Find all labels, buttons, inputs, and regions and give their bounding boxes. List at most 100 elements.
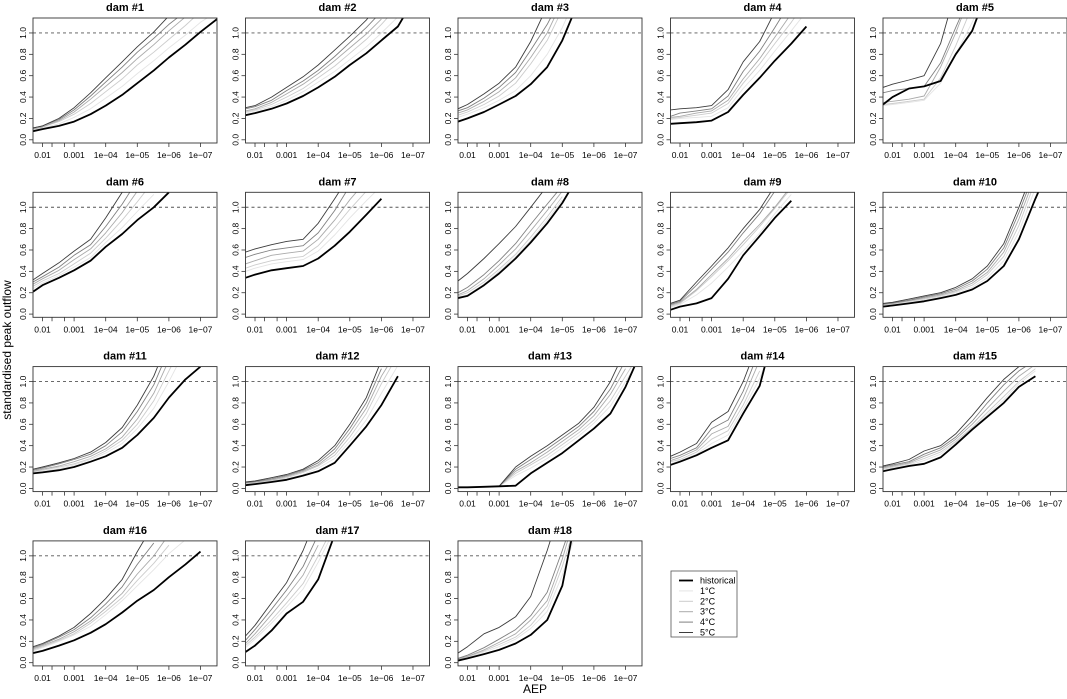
plot-frame [457, 366, 643, 493]
panel-title: dam #2 [319, 2, 357, 14]
series-line-1c [245, 540, 330, 649]
series-line-1c [245, 18, 398, 114]
x-tick-label: 0.01 [34, 673, 51, 683]
panel-dam-7: dam #7 0.0 0.2 0.4 0.6 0.8 1.0 0.01 0.001 1e−04 1e… [231, 176, 430, 334]
x-tick-label: 0.001 [913, 150, 935, 160]
y-tick-label: 0.6 [868, 70, 878, 82]
x-tick-label: 1e−05 [975, 150, 999, 160]
x-tick-label: 0.001 [63, 324, 85, 334]
y-tick-label: 0.2 [656, 112, 666, 124]
y-tick-label: 0.8 [231, 222, 241, 234]
panel-title: dam #7 [319, 176, 357, 188]
series-line-historical [245, 540, 334, 653]
panel-dam-14: dam #14 0.0 0.2 0.4 0.6 0.8 1.0 0.01 0.001 1e−04 1… [656, 351, 855, 509]
x-tick-label: 1e−07 [401, 150, 425, 160]
y-tick-label: 0.2 [443, 287, 453, 299]
x-axis-label: AEP [523, 682, 547, 696]
panel-title: dam #10 [953, 176, 997, 188]
plot-frame [457, 191, 643, 318]
y-tick-label: 0.0 [231, 134, 241, 146]
x-tick-label: 1e−07 [189, 673, 213, 683]
x-tick-label: 1e−06 [794, 499, 818, 509]
x-tick-label: 0.01 [672, 150, 689, 160]
series-group [458, 540, 574, 662]
x-tick-label: 1e−07 [189, 499, 213, 509]
series-line-3c [33, 540, 165, 650]
x-tick-label: 1e−07 [614, 673, 638, 683]
y-tick-label: 0.2 [18, 635, 28, 647]
plot-frame [457, 540, 643, 667]
x-tick-label: 1e−04 [519, 150, 543, 160]
x-tick-label: 1e−07 [401, 673, 425, 683]
x-tick-label: 1e−04 [94, 673, 118, 683]
x-tick-label: 1e−04 [94, 324, 118, 334]
series-line-3c [33, 366, 167, 472]
series-line-1c [245, 192, 376, 272]
y-tick-label: 0.0 [18, 657, 28, 669]
series-line-5c [245, 366, 380, 483]
y-tick-label: 0.0 [18, 134, 28, 146]
y-tick-label: 0.4 [868, 91, 878, 103]
series-line-2c [670, 18, 795, 119]
series-line-historical [33, 366, 202, 475]
series-line-historical [458, 540, 573, 662]
x-tick-label: 0.001 [276, 499, 298, 509]
x-tick-label: 1e−05 [763, 324, 787, 334]
x-tick-label: 1e−04 [731, 324, 755, 334]
panel-dam-5: dam #5 0.0 0.2 0.4 0.6 0.8 1.0 0.01 0.001 1e−04 1e… [868, 2, 1067, 160]
y-tick-label: 0.2 [443, 112, 453, 124]
series-line-4c [883, 192, 1028, 305]
y-tick-label: 1.0 [868, 201, 878, 213]
panel-dam-10: dam #10 0.0 0.2 0.4 0.6 0.8 1.0 0.01 0.001 1e−04 1… [868, 176, 1067, 334]
panel-title: dam #18 [528, 525, 572, 537]
y-tick-label: 1.0 [18, 375, 28, 387]
y-tick-label: 1.0 [443, 201, 453, 213]
x-tick-label: 1e−06 [157, 150, 181, 160]
series-line-historical [245, 198, 383, 279]
x-tick-label: 1e−07 [401, 324, 425, 334]
legend-label: 2°C [700, 596, 716, 606]
series-line-1c [33, 366, 178, 473]
x-tick-label: 1e−04 [944, 150, 968, 160]
y-tick-label: 0.4 [231, 614, 241, 626]
series-line-2c [883, 192, 1032, 306]
x-tick-label: 1e−05 [338, 150, 362, 160]
plot-frame [670, 17, 855, 144]
y-tick-label: 0.0 [18, 308, 28, 320]
panel-title: dam #11 [103, 351, 146, 363]
x-tick-label: 1e−05 [338, 673, 362, 683]
x-tick-label: 1e−04 [731, 150, 755, 160]
x-tick-label: 0.01 [459, 499, 476, 509]
y-tick-label: 1.0 [656, 201, 666, 213]
y-tick-label: 0.8 [443, 571, 453, 583]
panel-dam-6: dam #6 0.0 0.2 0.4 0.6 0.8 1.0 0.01 0.001 1e−04 1e… [18, 176, 218, 334]
y-tick-label: 0.2 [231, 112, 241, 124]
y-tick-label: 0.2 [868, 287, 878, 299]
panel-dam-2: dam #2 0.0 0.2 0.4 0.6 0.8 1.0 0.01 0.001 1e−04 1e… [231, 2, 430, 160]
series-line-5c [245, 18, 369, 109]
y-tick-label: 0.4 [443, 614, 453, 626]
plot-frame [245, 540, 430, 667]
panel-title: dam #4 [744, 2, 783, 14]
series-line-2c [458, 366, 632, 488]
series-line-2c [245, 192, 366, 269]
series-line-2c [883, 368, 1036, 470]
series-line-4c [245, 192, 347, 258]
x-tick-label: 1e−07 [401, 499, 425, 509]
series-line-4c [458, 192, 558, 294]
panel-dam-17: dam #17 0.0 0.2 0.4 0.6 0.8 1.0 0.01 0.001 1e−04 1… [231, 525, 430, 683]
y-tick-label: 0.0 [231, 482, 241, 494]
y-tick-label: 0.8 [443, 397, 453, 409]
y-tick-label: 0.2 [231, 287, 241, 299]
y-tick-label: 0.0 [656, 308, 666, 320]
series-line-3c [458, 192, 563, 296]
y-tick-label: 0.6 [656, 70, 666, 82]
y-tick-label: 0.0 [18, 482, 28, 494]
y-tick-label: 0.4 [443, 91, 453, 103]
x-tick-label: 1e−07 [1039, 499, 1063, 509]
series-line-2c [458, 18, 559, 116]
panel-dam-3: dam #3 0.0 0.2 0.4 0.6 0.8 1.0 0.01 0.001 1e−04 1e… [443, 2, 643, 160]
y-tick-label: 0.8 [231, 571, 241, 583]
series-line-historical [670, 200, 792, 311]
series-line-3c [670, 192, 787, 306]
